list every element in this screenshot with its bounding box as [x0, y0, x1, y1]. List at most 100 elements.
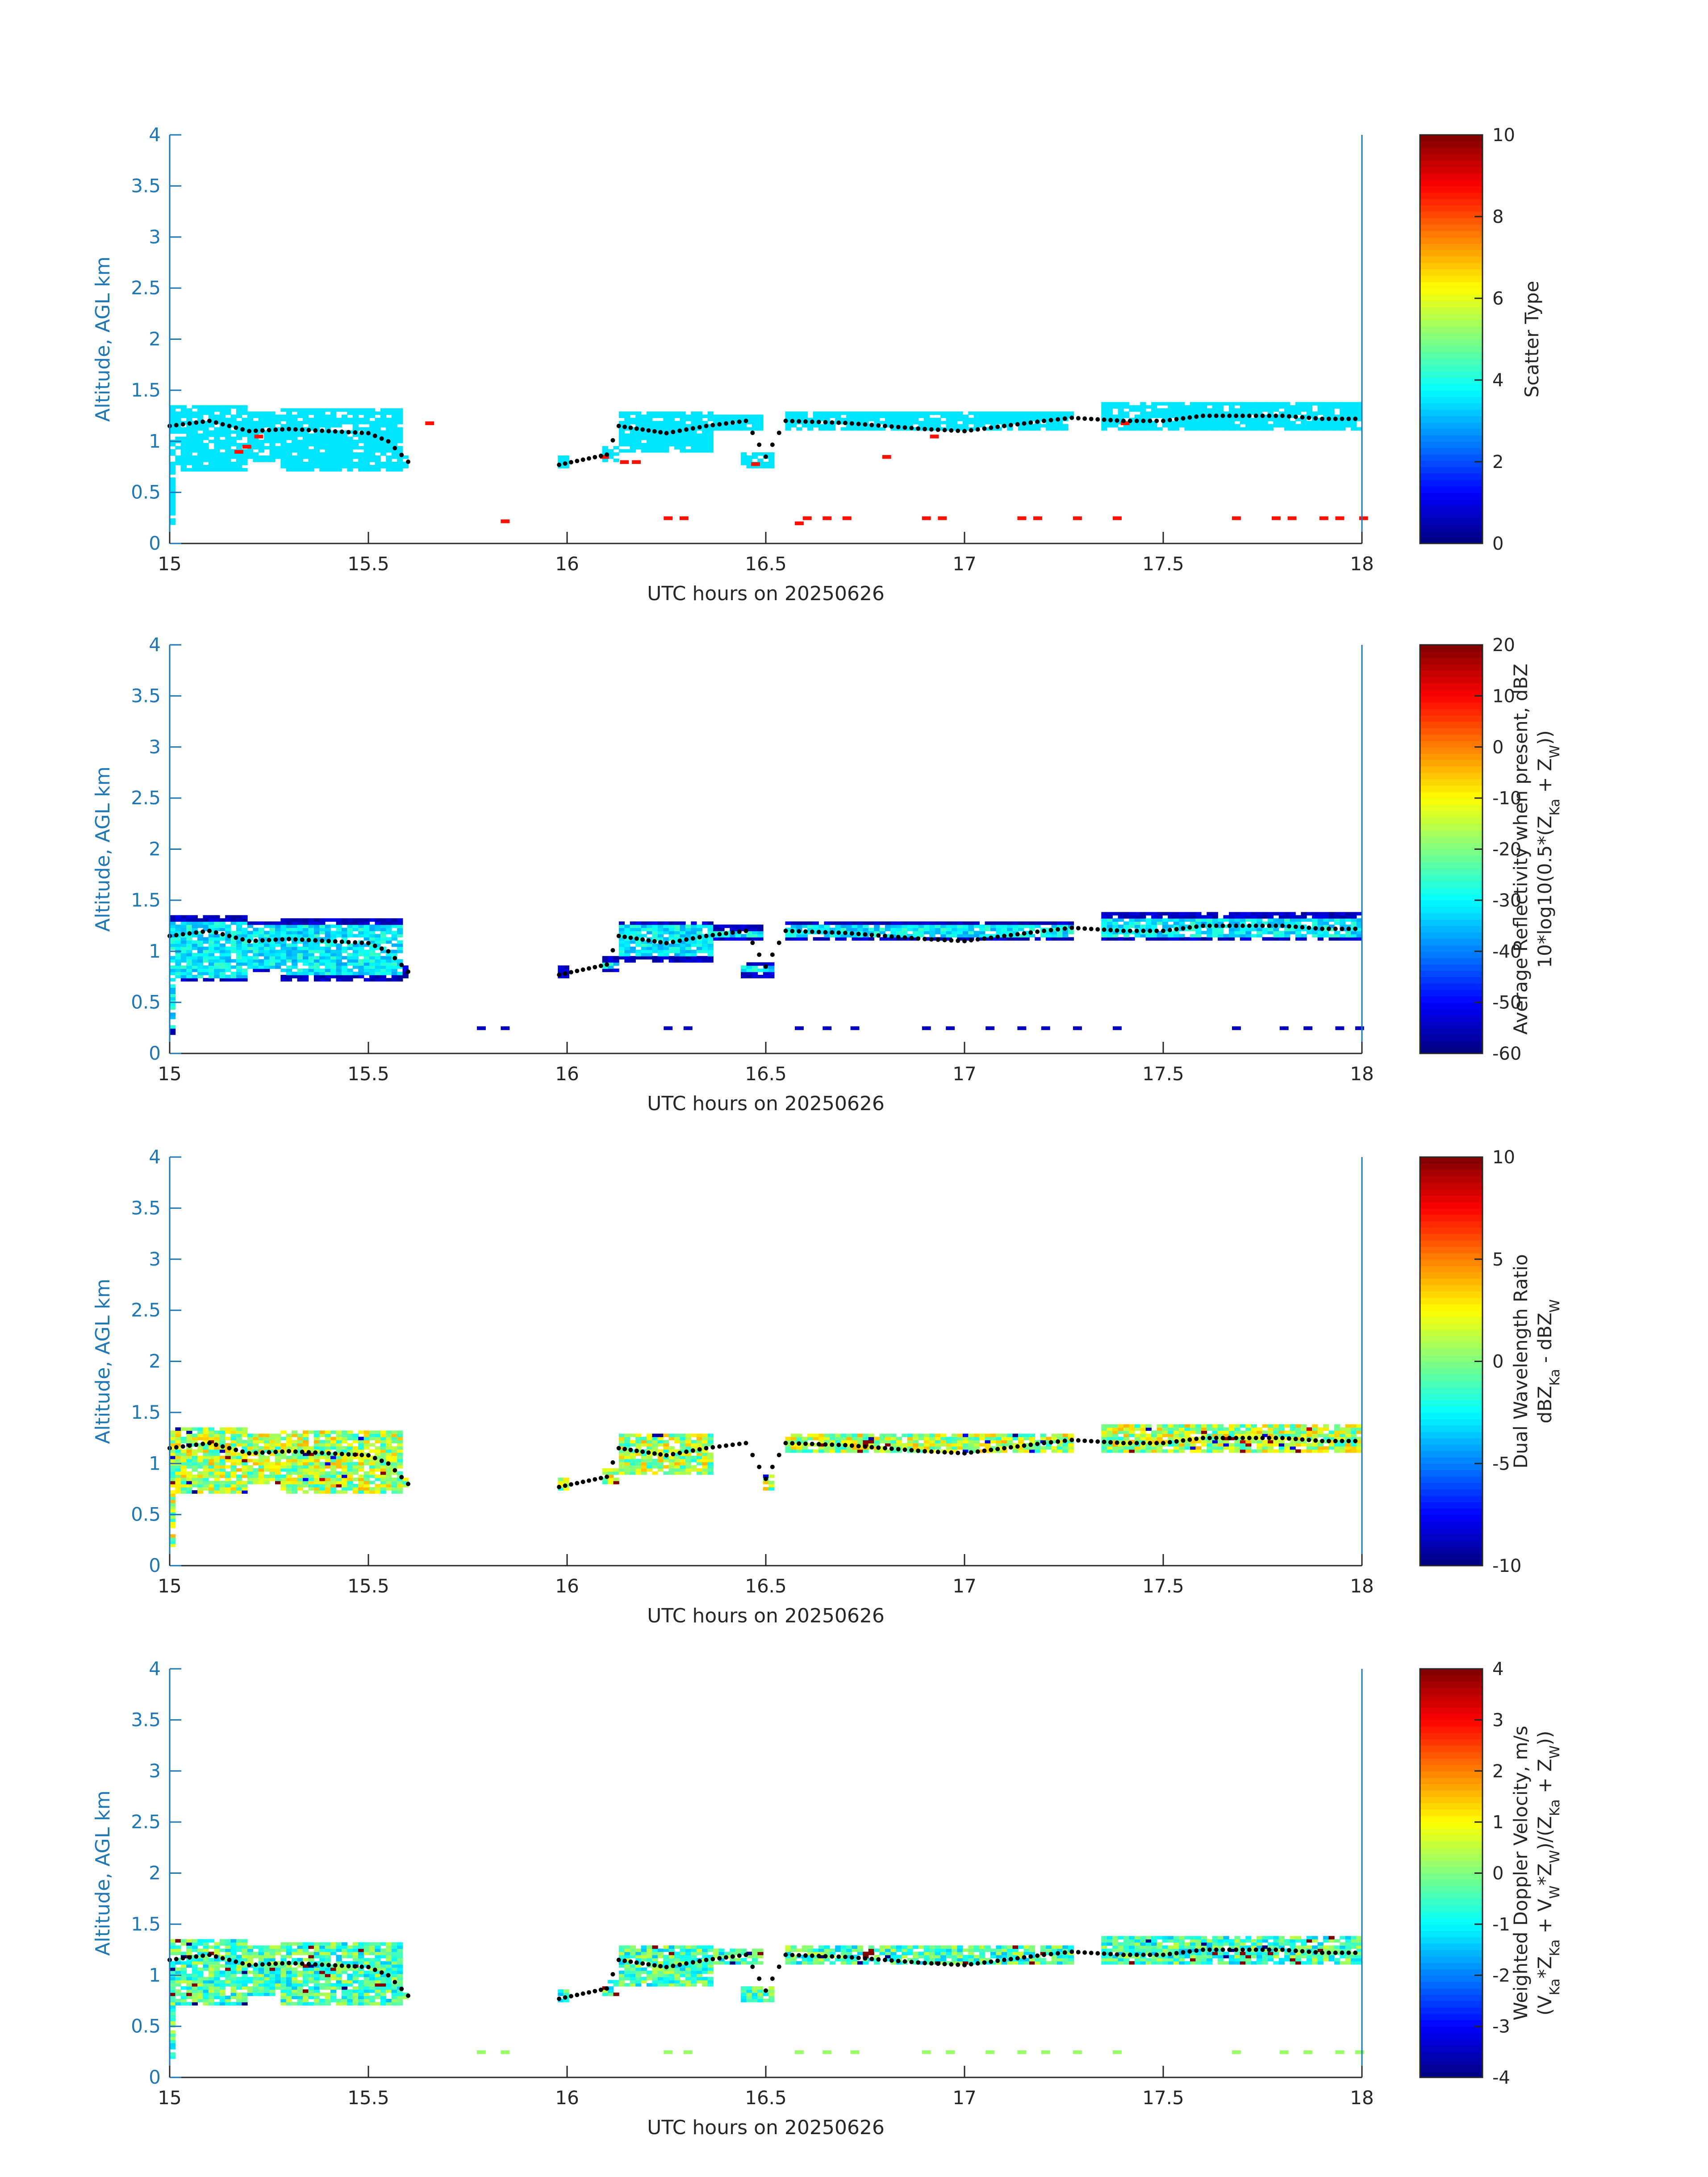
heatmap-cell — [342, 433, 348, 437]
heatmap-cell — [225, 1477, 231, 1481]
heatmap-cell — [208, 928, 215, 932]
heatmap-cell — [203, 424, 209, 428]
heatmap-cell — [186, 1430, 192, 1434]
colorbar-segment — [1420, 938, 1482, 945]
heatmap-cell — [180, 965, 187, 969]
heatmap-cell — [319, 956, 326, 960]
heatmap-cell — [990, 424, 997, 428]
heatmap-cell — [286, 1443, 292, 1447]
heatmap-cell — [280, 934, 287, 938]
heatmap-cell — [219, 918, 226, 922]
heatmap-cell — [613, 1471, 619, 1475]
heatmap-cell — [225, 940, 231, 944]
heatmap-cell — [347, 975, 353, 978]
heatmap-cell — [197, 433, 204, 437]
heatmap-cell — [618, 1440, 625, 1444]
heatmap-cell — [819, 937, 825, 941]
heatmap-cell — [1306, 411, 1312, 415]
heatmap-cell — [702, 956, 708, 960]
heatmap-cell — [275, 414, 281, 418]
heatmap-cell — [1340, 424, 1346, 428]
heatmap-cell — [242, 1433, 248, 1437]
heatmap-cell — [768, 459, 775, 462]
heatmap-cell — [380, 433, 387, 437]
heatmap-cell — [336, 953, 342, 957]
heatmap-cell — [846, 421, 852, 425]
heatmap-cell — [630, 1449, 636, 1453]
heatmap-cell — [175, 1437, 181, 1441]
cloud-base-point — [1207, 414, 1212, 418]
heatmap-cell — [1179, 924, 1185, 928]
colorbar-label-line-2: 10*log10(0.5*(ZKa + ZW)) — [1534, 730, 1563, 968]
heatmap-cell — [674, 430, 681, 434]
heatmap-cell — [1162, 934, 1169, 938]
cloud-base-point — [750, 430, 755, 435]
cloud-base-point — [684, 937, 689, 942]
cloud-base-point — [770, 442, 775, 447]
heatmap-cell — [236, 965, 242, 969]
heatmap-cell — [347, 1430, 353, 1434]
cloud-base-point — [339, 429, 344, 434]
heatmap-cell — [214, 1449, 220, 1453]
colorbar-tick-label: 4 — [1492, 370, 1503, 391]
heatmap-cell — [342, 1474, 348, 1478]
heatmap-cell — [1351, 414, 1357, 418]
heatmap-cell — [336, 1430, 342, 1434]
heatmap-cell — [286, 418, 292, 422]
heatmap-cell — [1051, 424, 1057, 428]
cloud-base-point — [1069, 925, 1074, 930]
heatmap-cell — [230, 421, 237, 425]
heatmap-cell — [962, 427, 969, 431]
heatmap-cell — [391, 918, 397, 922]
heatmap-cell — [303, 953, 309, 957]
heatmap-cell — [180, 430, 187, 434]
heatmap-cell — [247, 1446, 254, 1450]
heatmap-cell — [313, 1437, 320, 1441]
cloud-base-point — [253, 938, 258, 943]
heatmap-cell — [170, 471, 176, 475]
heatmap-cell — [369, 949, 376, 953]
heatmap-cell — [1218, 405, 1224, 409]
heatmap-cell — [269, 940, 276, 944]
heatmap-cell — [680, 921, 686, 925]
heatmap-cell — [635, 1468, 642, 1472]
heatmap-cell — [325, 427, 331, 431]
heatmap-cell — [879, 928, 885, 932]
heatmap-cell — [1134, 934, 1140, 938]
heatmap-cell — [280, 439, 287, 443]
heatmap-cell — [319, 439, 326, 443]
heatmap-cell — [1001, 937, 1007, 941]
heatmap-cell — [1112, 402, 1119, 406]
heatmap-cell — [1107, 421, 1113, 425]
heatmap-cell — [391, 408, 397, 412]
heatmap-cell — [208, 433, 215, 437]
cloud-base-point — [1260, 414, 1265, 418]
heatmap-cell — [336, 436, 342, 440]
heatmap-cell — [618, 436, 625, 440]
heatmap-cell — [170, 421, 176, 425]
heatmap-cell — [242, 452, 248, 456]
heatmap-cell — [1157, 408, 1163, 412]
heatmap-cell — [624, 427, 631, 431]
colorbar-tick-label: -20 — [1492, 840, 1521, 860]
heatmap-cell — [369, 1455, 376, 1459]
heatmap-cell — [336, 1458, 342, 1462]
heatmap-cell — [1317, 427, 1324, 431]
heatmap-cell — [369, 459, 376, 462]
heatmap-cell — [1262, 414, 1268, 418]
heatmap-cell — [1123, 912, 1130, 916]
heatmap-cell — [230, 921, 237, 925]
heatmap-cell — [741, 418, 747, 422]
heatmap-cell — [1140, 424, 1146, 428]
heatmap-cell — [280, 1487, 287, 1491]
heatmap-cell — [286, 421, 292, 425]
heatmap-cell — [219, 959, 226, 963]
cloud-base-point — [1253, 923, 1258, 928]
heatmap-cell — [641, 1455, 647, 1459]
heatmap-cell — [1018, 424, 1024, 428]
heatmap-cell — [313, 418, 320, 422]
heatmap-cell — [358, 1455, 364, 1459]
heatmap-cell — [402, 1477, 409, 1481]
heatmap-cell — [1046, 928, 1052, 932]
heatmap-cell — [685, 949, 692, 953]
